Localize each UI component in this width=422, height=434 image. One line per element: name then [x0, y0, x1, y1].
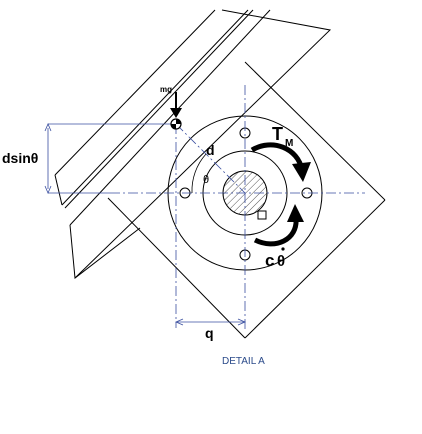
dsin-arrow-bottom — [44, 185, 52, 195]
dsin-label: dsinθ — [2, 150, 38, 166]
beam-lower-end — [69, 224, 141, 279]
figure-caption: DETAIL A — [222, 356, 265, 367]
q-dimension — [174, 318, 247, 326]
mass-quadrant-1 — [176, 119, 181, 124]
q-arrow-right — [237, 318, 247, 326]
torque-label: T — [272, 124, 283, 144]
beam-outline-upper — [74, 9, 332, 279]
mg-label: mg — [160, 85, 172, 94]
damping-c-label: c — [265, 251, 274, 270]
d-label: d — [206, 142, 215, 158]
plate-edge-bottom-left — [107, 197, 246, 339]
beam-edge-2 — [61, 9, 249, 206]
square-plate — [107, 61, 386, 339]
q-arrow-left — [174, 318, 184, 326]
mg-arrow-head — [170, 108, 182, 118]
torque-arrowhead — [292, 162, 311, 182]
dsin-dimension — [44, 122, 176, 195]
theta-arc — [191, 153, 207, 194]
beam-edge-1 — [54, 9, 216, 176]
q-label: q — [205, 325, 214, 341]
plate-edge-top-right — [244, 61, 386, 201]
shaft-keyway — [257, 210, 267, 220]
mg-arrow — [170, 92, 182, 118]
mass-point — [170, 118, 182, 130]
radius-line-d — [175, 123, 246, 194]
beam — [54, 9, 332, 279]
damping-theta-label: θ — [277, 253, 285, 270]
damping-arrowhead — [287, 204, 304, 222]
beam-end-cap — [54, 174, 63, 206]
beam-edge-3 — [64, 9, 254, 209]
theta-dot-mark — [281, 247, 285, 251]
dsin-arrow-top — [44, 122, 52, 132]
plate-edge-bottom-right — [244, 199, 386, 339]
damping-arc — [253, 217, 299, 247]
beam-edge-4 — [69, 9, 271, 226]
torque-subscript: M — [285, 138, 293, 149]
theta-label: θ — [203, 174, 209, 186]
torque-arrow — [250, 142, 311, 182]
center-lines — [110, 85, 365, 330]
damping-arrow — [253, 204, 304, 247]
mass-quadrant-2 — [171, 124, 176, 129]
